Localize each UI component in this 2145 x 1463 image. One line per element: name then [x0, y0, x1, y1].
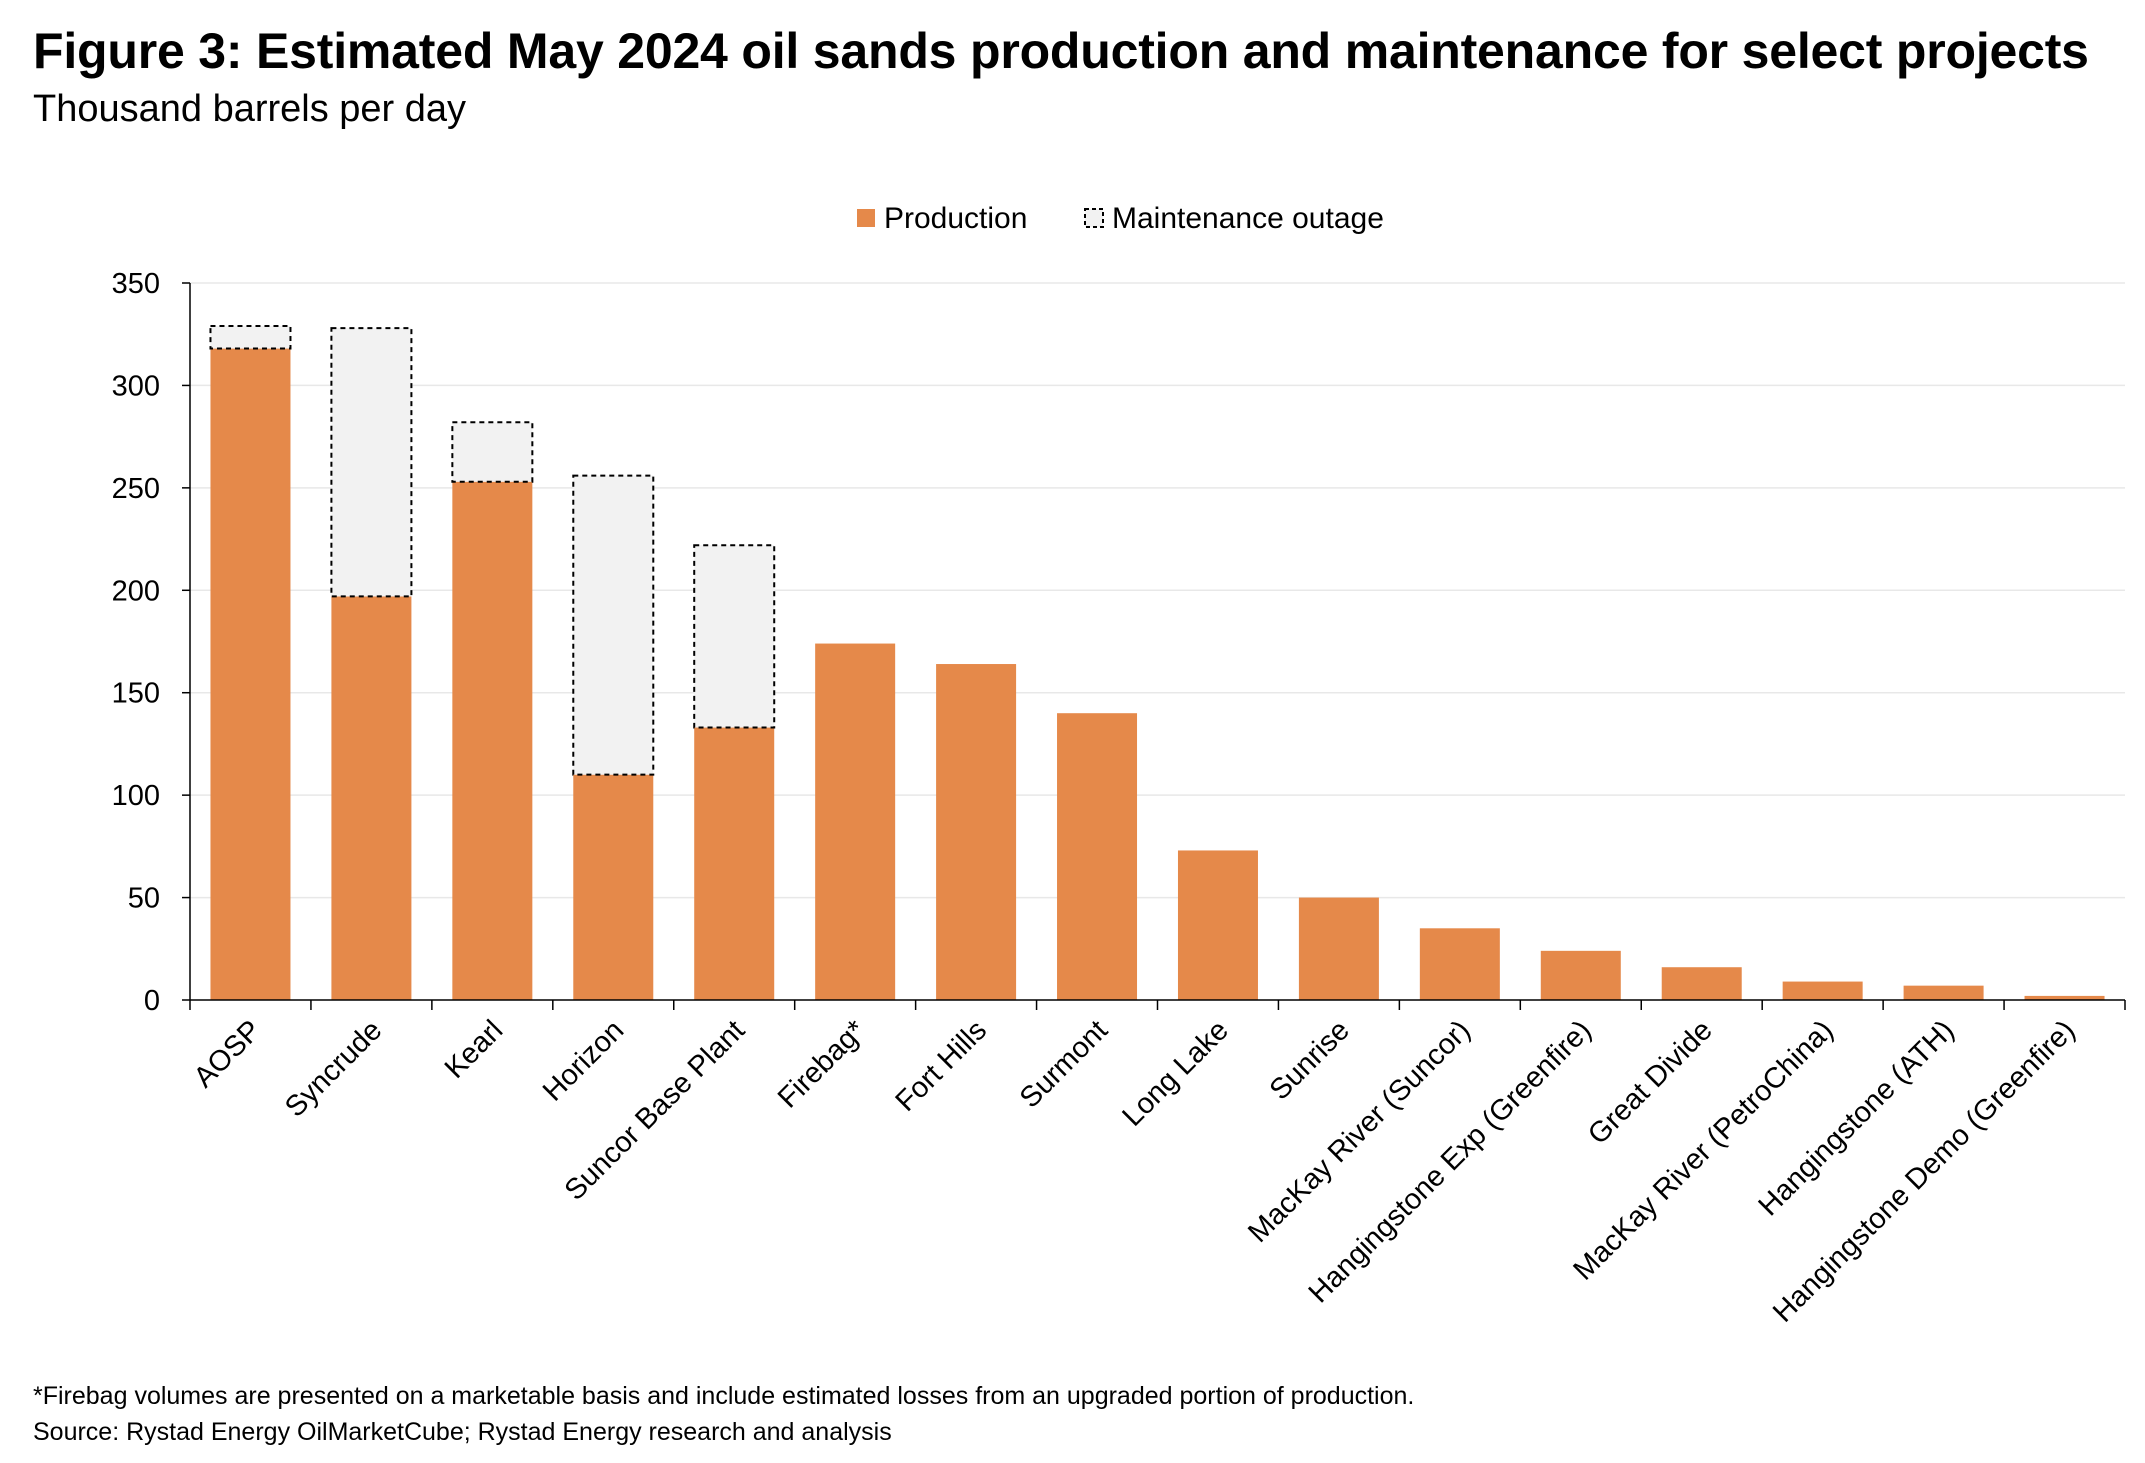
y-axis-ticks: 0 50 100 150 200 250 300 350 — [112, 268, 190, 1017]
footnote: *Firebag volumes are presented on a mark… — [33, 1382, 1415, 1410]
x-category-label: Firebag* — [772, 1014, 872, 1114]
y-tick-label: 300 — [112, 370, 160, 402]
x-category-label: MacKay River (PetroChina) — [1567, 1014, 1839, 1286]
y-tick-label: 0 — [144, 985, 160, 1017]
bar-production — [815, 643, 896, 1000]
bar-maintenance-outage — [572, 474, 655, 776]
y-tick-label: 200 — [112, 575, 160, 607]
bar-maintenance-outage — [209, 325, 292, 350]
bar-production — [1903, 985, 1984, 1000]
y-tick-label: 150 — [112, 678, 160, 710]
legend-label-production: Production — [884, 202, 1027, 235]
bar-production — [331, 596, 412, 1000]
bar-production — [1298, 897, 1379, 1000]
bar-production — [573, 774, 654, 1000]
x-category-label: Fort Hills — [890, 1014, 994, 1118]
x-category-label: Surmont — [1014, 1014, 1114, 1114]
x-category-label: Hangingstone (ATH) — [1753, 1014, 1961, 1222]
bar-maintenance-outage — [451, 421, 534, 483]
x-category-label: Kearl — [439, 1014, 510, 1085]
legend-swatch-production — [857, 209, 875, 227]
y-tick-label: 50 — [128, 883, 160, 915]
source-note: Source: Rystad Energy OilMarketCube; Rys… — [33, 1418, 892, 1446]
legend-label-maintenance: Maintenance outage — [1112, 202, 1384, 235]
x-category-label: Long Lake — [1117, 1014, 1235, 1132]
y-tick-label: 350 — [112, 268, 160, 300]
chart-title: Figure 3: Estimated May 2024 oil sands p… — [33, 23, 2089, 79]
x-category-label: Horizon — [537, 1014, 630, 1107]
x-category-label: Syncrude — [279, 1014, 388, 1123]
bar-maintenance-outage — [693, 544, 776, 729]
bar-production — [1057, 713, 1138, 1000]
x-category-label: AOSP — [188, 1014, 268, 1094]
bar-maintenance-outage — [330, 327, 413, 598]
x-axis — [189, 283, 2126, 1010]
bar-production — [1177, 850, 1258, 1000]
legend: Production Maintenance outage — [857, 202, 1384, 235]
bars — [209, 325, 2105, 1000]
y-tick-label: 100 — [112, 780, 160, 812]
bar-production — [1419, 928, 1500, 1000]
bar-production — [2024, 995, 2105, 1000]
legend-swatch-maintenance — [1084, 208, 1104, 228]
bar-production — [1782, 981, 1863, 1000]
x-category-label: Great Divide — [1582, 1014, 1719, 1151]
chart-subtitle: Thousand barrels per day — [33, 88, 467, 130]
bar-production — [936, 664, 1017, 1000]
bar-production — [694, 727, 775, 1000]
bar-production — [452, 481, 533, 1000]
bar-production — [1661, 967, 1742, 1000]
bar-production — [1540, 950, 1621, 1000]
bar-production — [210, 348, 291, 1000]
y-tick-label: 250 — [112, 473, 160, 505]
x-category-label: MacKay River (Suncor) — [1242, 1014, 1477, 1249]
x-category-label: Sunrise — [1264, 1014, 1356, 1106]
